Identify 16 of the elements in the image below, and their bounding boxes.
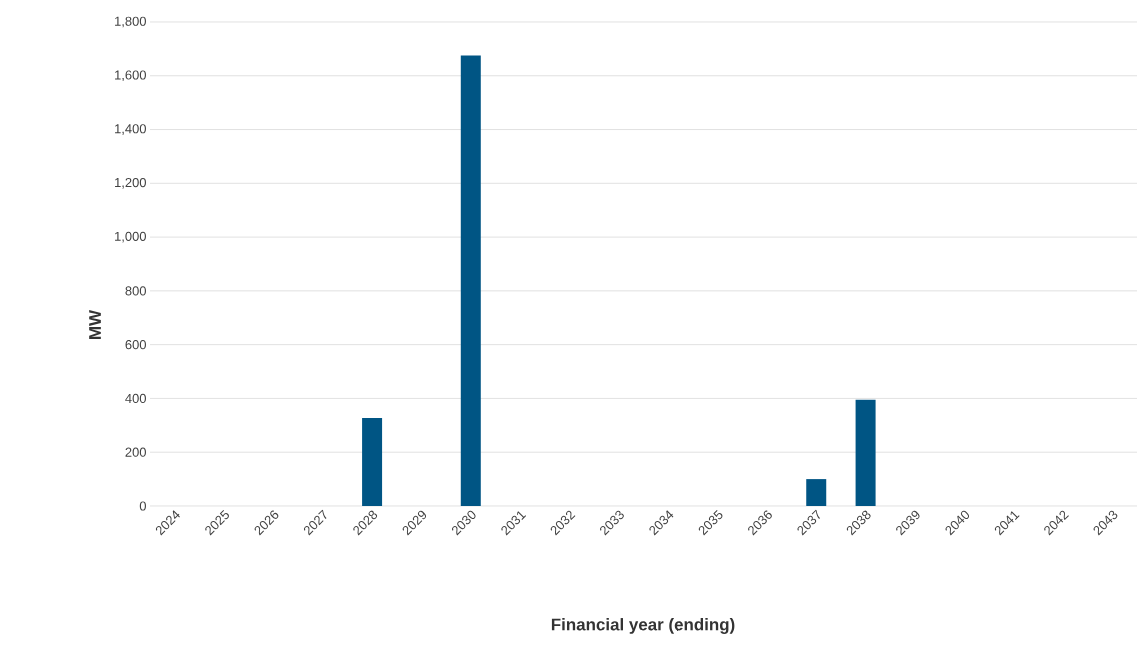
- y-tick-label: 1,600: [115, 70, 146, 82]
- bar: [460, 55, 481, 506]
- y-axis-title: MW: [89, 309, 101, 339]
- y-tick-label: 1,400: [115, 124, 146, 135]
- bar: [855, 399, 876, 506]
- bar: [362, 418, 383, 506]
- y-tick-label: 0: [139, 501, 146, 511]
- y-tick-label: 600: [125, 340, 146, 350]
- y-tick-label: 800: [125, 286, 146, 296]
- y-tick-label: 1,000: [115, 231, 146, 243]
- y-tick-label: 400: [125, 393, 146, 404]
- y-tick-label: 200: [125, 447, 146, 457]
- y-tick-label: 1,200: [115, 177, 146, 189]
- x-axis-title: Financial year (ending): [551, 618, 735, 634]
- bar: [806, 479, 827, 506]
- y-tick-label: 1,800: [115, 16, 146, 28]
